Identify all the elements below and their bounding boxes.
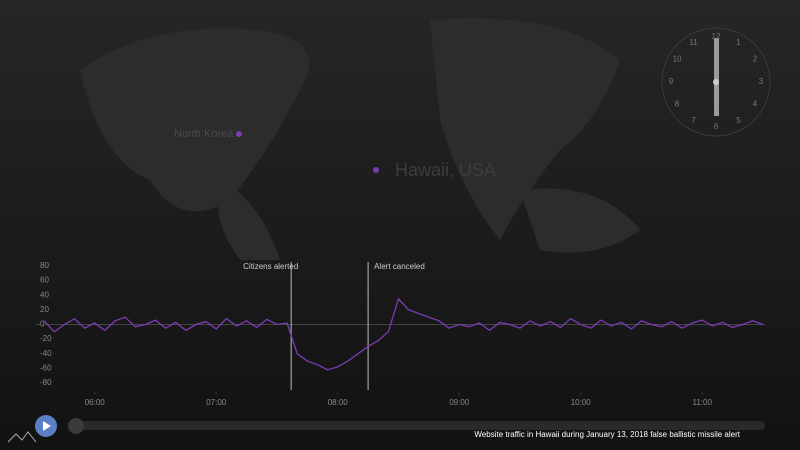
clock-face <box>661 27 771 137</box>
y-tick-label: -20 <box>40 334 52 343</box>
y-tick-label: -80 <box>40 378 52 387</box>
clock-center <box>713 79 719 85</box>
land <box>430 18 620 241</box>
plot: 806040200-20-40-60-8006:0007:0008:0009:0… <box>36 261 765 407</box>
x-tick-label: 08:00 <box>328 398 349 407</box>
progress-track[interactable] <box>68 421 765 430</box>
play-icon <box>43 421 51 431</box>
annotation-label: Citizens alerted <box>243 262 298 271</box>
clock-number: 12 <box>712 32 721 41</box>
x-tick-label: 07:00 <box>206 398 227 407</box>
clock-number: 5 <box>736 116 741 125</box>
clock-number: 11 <box>689 38 698 47</box>
y-tick-label: -40 <box>40 349 52 358</box>
clock-number: 3 <box>759 77 764 86</box>
clock-number: 4 <box>753 100 758 109</box>
land <box>217 180 280 260</box>
land <box>80 28 309 212</box>
y-tick-label: 40 <box>40 290 49 299</box>
x-tick-label: 10:00 <box>571 398 592 407</box>
map-dot <box>236 131 242 137</box>
series-line <box>43 297 764 371</box>
caption: Website traffic in Hawaii during January… <box>474 430 740 439</box>
clock-number: 1 <box>736 38 741 47</box>
y-tick-label: 80 <box>40 261 49 270</box>
map-label: Hawaii, USA <box>395 160 496 180</box>
clock-hand <box>714 38 719 116</box>
logo <box>7 431 37 443</box>
land <box>520 188 640 253</box>
x-tick-label: 06:00 <box>85 398 106 407</box>
map-dot <box>373 167 379 173</box>
map-label: North Korea <box>174 128 234 140</box>
clock-number: 2 <box>753 55 758 64</box>
clock-number: 6 <box>714 122 719 131</box>
y-tick-label: -60 <box>40 363 52 372</box>
x-tick-label: 11:00 <box>693 398 713 407</box>
y-tick-label: 20 <box>40 305 49 314</box>
progress-handle[interactable] <box>68 418 84 434</box>
annotation-label: Alert canceled <box>374 262 425 271</box>
clock-number: 9 <box>669 77 674 86</box>
world-map <box>80 18 640 260</box>
y-tick-label: 60 <box>40 276 49 285</box>
clock-number: 8 <box>675 100 680 109</box>
clock-number: 10 <box>673 55 682 64</box>
x-tick-label: 09:00 <box>449 398 470 407</box>
clock-number: 7 <box>691 116 696 125</box>
